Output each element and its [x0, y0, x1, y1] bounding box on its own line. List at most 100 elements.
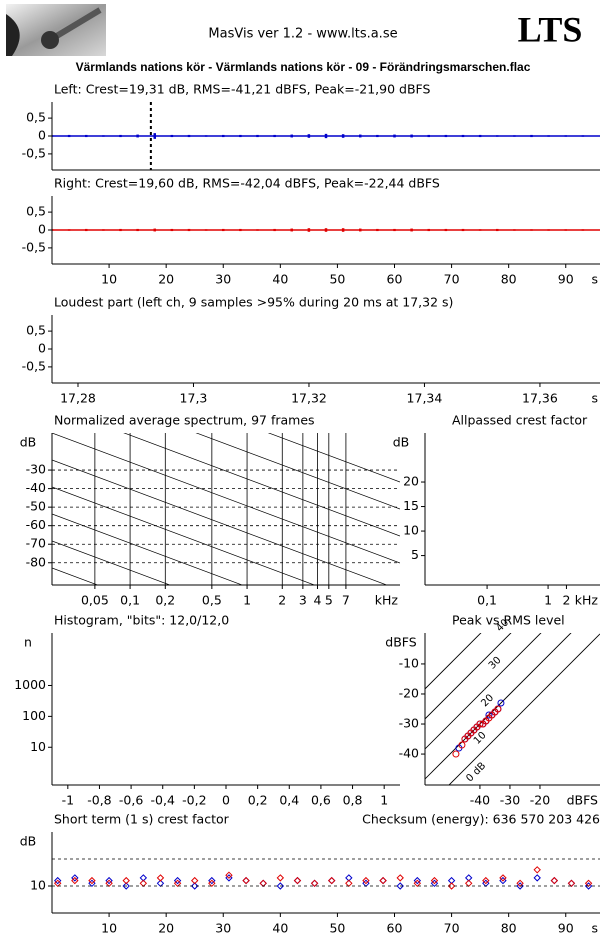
x-tick-label: 20 — [158, 921, 174, 936]
panel-title: Normalized average spectrum, 97 frames — [54, 413, 315, 428]
x-unit: dBFS — [567, 793, 598, 808]
y-tick-label: 0,5 — [26, 323, 46, 338]
logo-photo — [6, 4, 106, 56]
y-tick-label: -0,5 — [22, 239, 46, 254]
x-tick-label: 90 — [558, 272, 574, 287]
point — [173, 879, 182, 888]
y-tick-label: -30 — [26, 462, 46, 477]
x-tick-label: -0,4 — [151, 793, 175, 808]
x-tick-label: 50 — [329, 272, 345, 287]
x-tick-label: 30 — [215, 921, 231, 936]
point — [328, 876, 336, 885]
x-tick-label: 60 — [387, 272, 403, 287]
point — [191, 882, 199, 890]
reference-slope — [267, 433, 400, 483]
y-tick-label: -70 — [26, 536, 46, 551]
point — [259, 879, 267, 888]
panel — [425, 633, 600, 785]
x-tick-label: 40 — [272, 272, 288, 287]
y-tick-label: 10 — [403, 523, 419, 538]
y-tick-label: 15 — [403, 498, 419, 513]
reference-slope — [52, 567, 99, 585]
panel-title: Histogram, "bits": 12,0/12,0 — [54, 613, 229, 628]
point — [88, 876, 96, 885]
panel — [52, 433, 400, 779]
point — [242, 876, 250, 885]
y-tick-label: -20 — [399, 685, 419, 700]
panel-title: Short term (1 s) crest factor — [54, 812, 230, 827]
crest-line — [425, 633, 512, 720]
x-tick-label: 4 — [314, 593, 322, 608]
x-tick-label: 50 — [329, 921, 345, 936]
point — [533, 874, 541, 882]
reference-slope — [52, 649, 400, 779]
app-title: MasVis ver 1.2 - www.lts.a.se — [208, 27, 397, 42]
point — [191, 876, 199, 885]
point — [497, 699, 505, 707]
y-tick-label: 0 — [38, 341, 46, 356]
y-tick-label: -40 — [26, 480, 46, 495]
point — [452, 750, 460, 758]
reference-slope — [52, 513, 244, 585]
x-tick-label: 0,8 — [343, 793, 363, 808]
reference-slope — [52, 459, 388, 585]
file-name: Värmlands nations kör - Värmlands nation… — [76, 60, 531, 74]
point — [276, 882, 285, 890]
x-tick-label: 2 — [562, 593, 570, 608]
panel-title: Peak vs RMS level — [452, 613, 565, 628]
point — [156, 874, 165, 882]
x-tick-label: 80 — [501, 921, 517, 936]
point — [379, 876, 387, 885]
x-tick-label: 90 — [558, 921, 574, 936]
x-tick-label: 17,36 — [522, 391, 558, 406]
y-unit: dB — [393, 435, 410, 450]
point — [379, 876, 387, 885]
point — [293, 876, 302, 885]
x-tick-label: 17,28 — [60, 391, 96, 406]
y-tick-label: -0,5 — [22, 358, 46, 373]
point — [362, 876, 370, 885]
x-tick-label: 17,3 — [180, 391, 208, 406]
point — [122, 882, 130, 890]
y-tick-label: -50 — [26, 499, 46, 514]
x-tick-label: 1 — [544, 593, 552, 608]
crest-line-label: 20 — [479, 692, 496, 709]
reference-slope — [52, 622, 400, 752]
point — [122, 876, 130, 885]
y-tick-label: -30 — [399, 716, 419, 731]
x-tick-label: -0,8 — [87, 793, 111, 808]
crest-line — [425, 633, 572, 780]
point — [54, 879, 62, 888]
point — [242, 876, 250, 885]
point — [550, 876, 559, 885]
point — [482, 876, 490, 885]
point — [458, 741, 466, 749]
x-unit: s — [591, 391, 598, 406]
x-tick-label: 7 — [342, 593, 350, 608]
x-tick-label: -30 — [500, 793, 520, 808]
reference-slope — [123, 433, 400, 537]
x-tick-label: 3 — [299, 593, 307, 608]
x-tick-label: 0,05 — [81, 593, 109, 608]
point — [310, 879, 319, 888]
panel — [52, 133, 600, 139]
y-tick-label: -10 — [399, 655, 419, 670]
y-tick-label: 100 — [22, 708, 46, 723]
point — [105, 876, 113, 885]
panel-title: Loudest part (left ch, 9 samples >95% du… — [54, 295, 453, 310]
reference-slope — [52, 433, 400, 564]
x-unit: s — [591, 272, 598, 287]
point — [396, 874, 404, 882]
y-tick-label: 0 — [38, 128, 46, 143]
x-unit: kHz — [375, 593, 399, 608]
point — [71, 876, 79, 885]
x-tick-label: 2 — [278, 593, 286, 608]
y-tick-label: -0,5 — [22, 145, 46, 160]
y-tick-label: 10 — [30, 878, 46, 893]
x-tick-label: 10 — [101, 272, 117, 287]
crest-line-label: 30 — [487, 655, 504, 672]
logo-text: LTS — [518, 9, 583, 49]
crest-line — [448, 633, 600, 785]
point — [208, 876, 216, 885]
